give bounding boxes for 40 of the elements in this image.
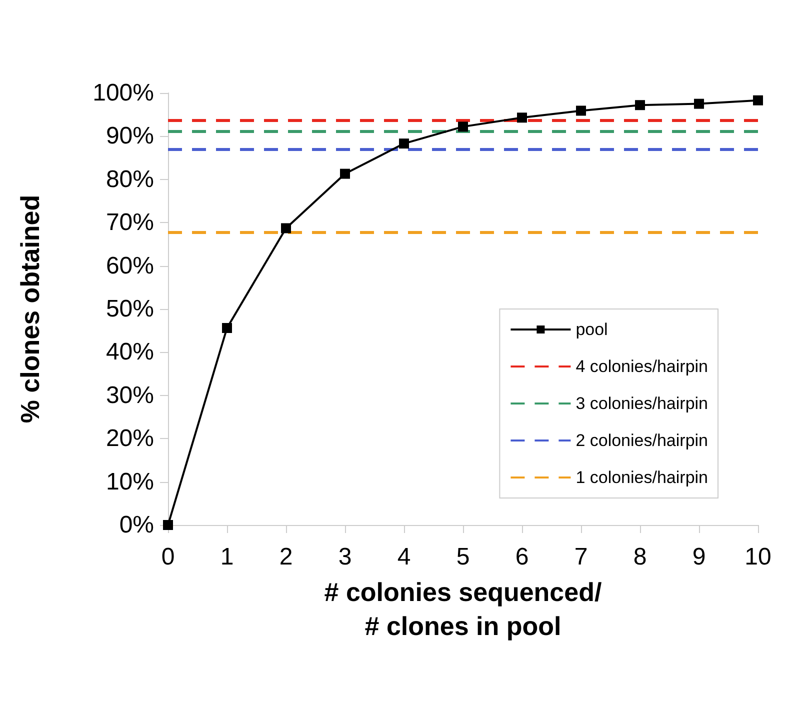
x-tick-label: 9 [692,544,706,570]
point [694,98,704,109]
point [222,323,232,334]
point [635,100,645,110]
y-tick-label: 30% [106,382,154,409]
x-tick-label: 2 [279,544,293,570]
x-tick-label: 6 [515,544,529,570]
point [576,106,586,116]
legend-label: 4 colonies/hairpin [576,357,708,376]
x-axis-title: # colonies sequenced/ # clones in pool [324,577,602,641]
x-tick-label: 5 [456,544,470,570]
y-tick-label: 80% [106,166,154,193]
y-tick-label: 40% [106,338,154,366]
point [399,138,409,149]
point [340,168,350,179]
y-tick-label: 0% [119,512,154,538]
point [517,112,527,123]
y-tick-label: 90% [106,122,154,150]
point [753,95,763,106]
y-tick-label: 100% [92,80,154,106]
point [163,520,173,530]
legend-label: pool [576,320,608,339]
x-tick-label: 1 [220,544,234,570]
legend-label: 2 colonies/hairpin [576,431,708,450]
x-tick-label: 7 [574,544,588,570]
legend-label: 3 colonies/hairpin [576,394,708,413]
y-tick-label: 20% [106,425,154,452]
y-tick-label: 10% [106,468,154,496]
x-tick-label: 8 [633,544,647,570]
x-tick-label: 0 [161,544,175,570]
x-tick-label: 4 [397,544,411,570]
legend-label: 1 colonies/hairpin [576,468,708,487]
y-tick-label: 70% [106,209,154,236]
point [458,122,468,132]
y-tick-label: 50% [106,296,154,322]
x-tick-label: 10 [744,544,772,570]
point [281,223,291,234]
y-tick-label: 60% [106,252,154,280]
x-tick-label: 3 [338,544,352,570]
y-axis-title: % clones obtained [15,194,45,424]
